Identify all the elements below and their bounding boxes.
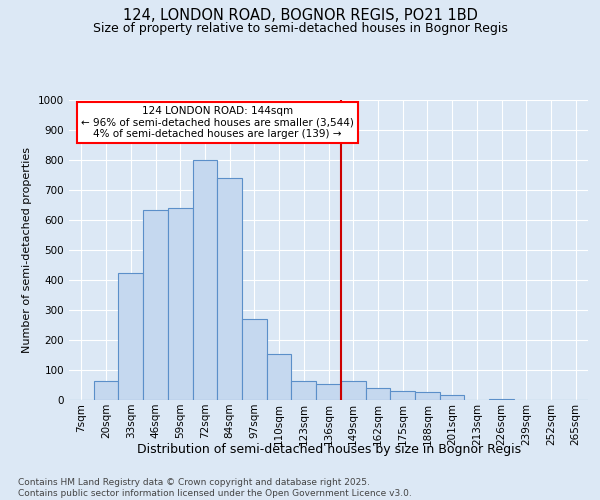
Bar — [118, 272, 143, 400]
Bar — [440, 394, 464, 400]
Bar — [341, 380, 365, 400]
Bar — [489, 398, 514, 400]
Bar — [242, 319, 267, 400]
Bar — [365, 388, 390, 400]
Bar — [316, 384, 341, 400]
Text: 124 LONDON ROAD: 144sqm
← 96% of semi-detached houses are smaller (3,544)
4% of : 124 LONDON ROAD: 144sqm ← 96% of semi-de… — [81, 106, 354, 139]
Bar — [292, 380, 316, 400]
Y-axis label: Number of semi-detached properties: Number of semi-detached properties — [22, 147, 32, 353]
Bar — [168, 208, 193, 400]
Bar — [143, 210, 168, 400]
Bar — [193, 160, 217, 400]
Bar — [390, 391, 415, 400]
Text: 124, LONDON ROAD, BOGNOR REGIS, PO21 1BD: 124, LONDON ROAD, BOGNOR REGIS, PO21 1BD — [122, 8, 478, 22]
Bar — [267, 354, 292, 400]
Bar — [415, 392, 440, 400]
Bar — [217, 178, 242, 400]
Text: Contains HM Land Registry data © Crown copyright and database right 2025.
Contai: Contains HM Land Registry data © Crown c… — [18, 478, 412, 498]
Text: Distribution of semi-detached houses by size in Bognor Regis: Distribution of semi-detached houses by … — [137, 442, 521, 456]
Bar — [94, 380, 118, 400]
Text: Size of property relative to semi-detached houses in Bognor Regis: Size of property relative to semi-detach… — [92, 22, 508, 35]
